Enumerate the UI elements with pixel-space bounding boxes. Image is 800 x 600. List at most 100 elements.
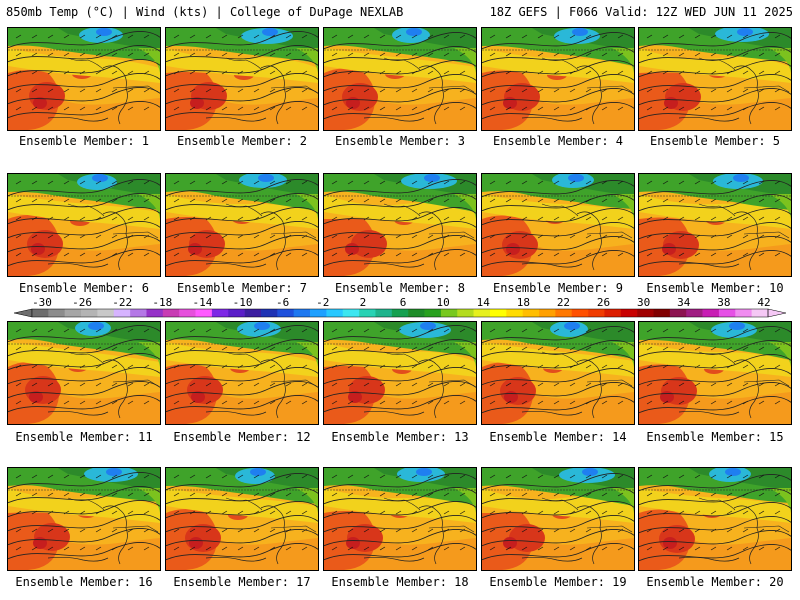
colorbar-tick-label: -26 [72, 296, 93, 309]
ensemble-map-panel [638, 321, 792, 425]
temperature-map [8, 468, 160, 570]
ensemble-member-label: Ensemble Member: 16 [15, 575, 153, 589]
ensemble-member-label: Ensemble Member: 4 [492, 134, 624, 148]
colorbar-swatch [751, 309, 769, 317]
colorbar-swatch [260, 309, 278, 317]
map-title: 850mb Temp (°C) | Wind (kts) | College o… [6, 5, 404, 19]
colorbar-swatch [228, 309, 245, 317]
colorbar-swatch [97, 309, 115, 317]
temperature-map [639, 174, 791, 276]
ensemble-map-panel [323, 27, 477, 131]
colorbar-swatch [718, 309, 736, 317]
colorbar-swatch [293, 309, 311, 317]
colorbar-swatch [195, 309, 213, 317]
ensemble-member-label: Ensemble Member: 8 [334, 281, 466, 295]
colorbar-tick-label: 42 [757, 296, 771, 309]
colorbar-tick-label: 14 [476, 296, 490, 309]
ensemble-member-label: Ensemble Member: 13 [331, 430, 469, 444]
colorbar-swatch [489, 309, 507, 317]
ensemble-member-label: Ensemble Member: 12 [173, 430, 311, 444]
colorbar-tick-label: 26 [596, 296, 611, 309]
colorbar-swatch [146, 309, 164, 317]
ensemble-member-label: Ensemble Member: 3 [334, 134, 466, 148]
temperature-map [639, 28, 791, 130]
ensemble-map-panel [323, 321, 477, 425]
colorbar-swatch [32, 309, 49, 317]
colorbar-frame [31, 308, 769, 318]
colorbar-tick-label: -10 [232, 296, 253, 309]
ensemble-map-panel [7, 173, 161, 277]
ensemble-member-label: Ensemble Member: 18 [331, 575, 469, 589]
colorbar-swatch [113, 309, 131, 317]
ensemble-map-panel [481, 173, 635, 277]
colorbar-swatch [539, 309, 556, 317]
valid-time: 18Z GEFS | F066 Valid: 12Z WED JUN 11 20… [489, 5, 793, 19]
colorbar-swatch [326, 309, 344, 317]
temperature-map [324, 28, 476, 130]
ensemble-map-panel [481, 467, 635, 571]
colorbar-tick-label: 38 [717, 296, 731, 309]
temperature-map [324, 322, 476, 424]
temperature-map [639, 468, 791, 570]
colorbar-tick-label: 22 [556, 296, 571, 309]
temperature-map [166, 468, 318, 570]
colorbar-swatch [130, 309, 147, 317]
ensemble-map-panel [638, 27, 792, 131]
ensemble-map-panel [165, 321, 319, 425]
colorbar-tick-label: 34 [677, 296, 691, 309]
colorbar-swatch [342, 309, 360, 317]
temperature-map [166, 322, 318, 424]
ensemble-map-panel [7, 321, 161, 425]
colorbar-tick-label: -6 [276, 296, 290, 309]
colorbar-swatch [162, 309, 180, 317]
temperature-map [8, 322, 160, 424]
colorbar-swatch [391, 309, 409, 317]
ensemble-member-label: Ensemble Member: 6 [18, 281, 150, 295]
colorbar-swatch [375, 309, 393, 317]
colorbar-swatch [457, 309, 474, 317]
ensemble-member-label: Ensemble Member: 2 [176, 134, 308, 148]
ensemble-map-panel [481, 321, 635, 425]
ensemble-member-label: Ensemble Member: 19 [489, 575, 627, 589]
colorbar-swatch [440, 309, 458, 317]
colorbar-swatch [359, 309, 376, 317]
colorbar-tick-label: 10 [436, 296, 450, 309]
temperature-map [482, 468, 634, 570]
colorbar-swatch [735, 309, 752, 317]
colorbar-swatch [506, 309, 523, 317]
temperature-map [8, 28, 160, 130]
colorbar-swatch [244, 309, 262, 317]
colorbar-swatch [179, 309, 196, 317]
ensemble-member-label: Ensemble Member: 11 [15, 430, 153, 444]
ensemble-member-label: Ensemble Member: 17 [173, 575, 311, 589]
colorbar-swatch [424, 309, 442, 317]
temperature-map [482, 322, 634, 424]
temperature-colorbar [13, 308, 787, 318]
ensemble-member-label: Ensemble Member: 15 [646, 430, 784, 444]
colorbar-swatch [555, 309, 573, 317]
colorbar-swatch [473, 309, 491, 317]
colorbar-tick-label: -30 [32, 296, 52, 309]
ensemble-map-panel [638, 173, 792, 277]
ensemble-map-panel [481, 27, 635, 131]
ensemble-map-panel [7, 467, 161, 571]
colorbar-swatch [211, 309, 229, 317]
colorbar-swatch [81, 309, 98, 317]
colorbar-tick-label: -2 [316, 296, 330, 309]
colorbar-tick-label: 18 [516, 296, 530, 309]
colorbar-min-arrow [13, 308, 33, 318]
ensemble-member-label: Ensemble Member: 10 [646, 281, 784, 295]
ensemble-map-panel [323, 173, 477, 277]
colorbar-swatch [637, 309, 654, 317]
colorbar-swatch [604, 309, 622, 317]
temperature-map [166, 28, 318, 130]
temperature-map [324, 468, 476, 570]
colorbar-swatch [64, 309, 82, 317]
colorbar-swatch [408, 309, 425, 317]
colorbar-tick-label: 6 [399, 296, 407, 309]
colorbar-swatch [653, 309, 671, 317]
temperature-map [482, 28, 634, 130]
colorbar-swatch [702, 309, 720, 317]
colorbar-swatch [277, 309, 294, 317]
ensemble-member-label: Ensemble Member: 9 [492, 281, 624, 295]
